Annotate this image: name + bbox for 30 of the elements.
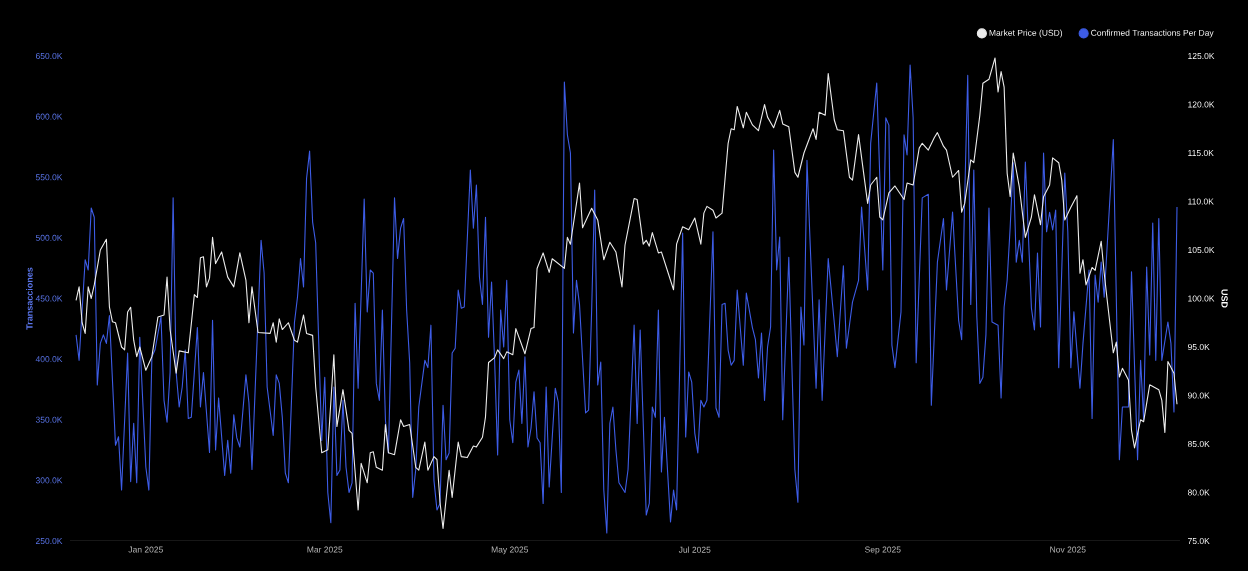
y2-tick-label: 80.0K xyxy=(1187,489,1210,496)
legend-label: Market Price (USD) xyxy=(989,29,1063,38)
x-tick-label: Mar 2025 xyxy=(307,546,343,553)
y2-tick-label: 105.0K xyxy=(1188,247,1215,254)
y-axis-title: Transacciones xyxy=(26,267,33,330)
legend-label: Confirmed Transactions Per Day xyxy=(1091,29,1214,38)
y2-tick-label: 110.0K xyxy=(1188,198,1214,205)
x-tick-label: Sep 2025 xyxy=(865,546,901,555)
x-tick-label: Jul 2025 xyxy=(678,546,711,553)
y2-tick-label: 125.0K xyxy=(1188,53,1215,60)
x-tick-label: Nov 2025 xyxy=(1050,546,1086,553)
y2-tick-label: 90.0K xyxy=(1187,392,1210,399)
y-tick-label: 300.0K xyxy=(35,477,63,484)
y-tick-label: 650.0K xyxy=(35,53,63,59)
y2-tick-label: 115.0K xyxy=(1188,150,1214,157)
y-tick-label: 500.0K xyxy=(35,234,63,241)
x-tick-label: May 2025 xyxy=(491,546,529,555)
y2-tick-label: 75.0K xyxy=(1188,538,1210,544)
y-tick-label: 550.0K xyxy=(35,174,63,181)
y2-tick-label: 95.0K xyxy=(1187,344,1210,350)
y-tick-label: 250.0K xyxy=(35,538,63,544)
y2-tick-label: 100.0K xyxy=(1188,295,1215,302)
y2-tick-label: 85.0K xyxy=(1187,441,1210,447)
y2-axis-title: USD xyxy=(1221,289,1228,308)
y-tick-label: 450.0K xyxy=(35,295,63,302)
y2-tick-label: 120.0K xyxy=(1188,101,1215,108)
y-tick-label: 600.0K xyxy=(35,113,63,120)
y-tick-label: 400.0K xyxy=(35,356,63,363)
x-tick-label: Jan 2025 xyxy=(128,546,163,553)
y-tick-label: 350.0K xyxy=(35,416,63,423)
